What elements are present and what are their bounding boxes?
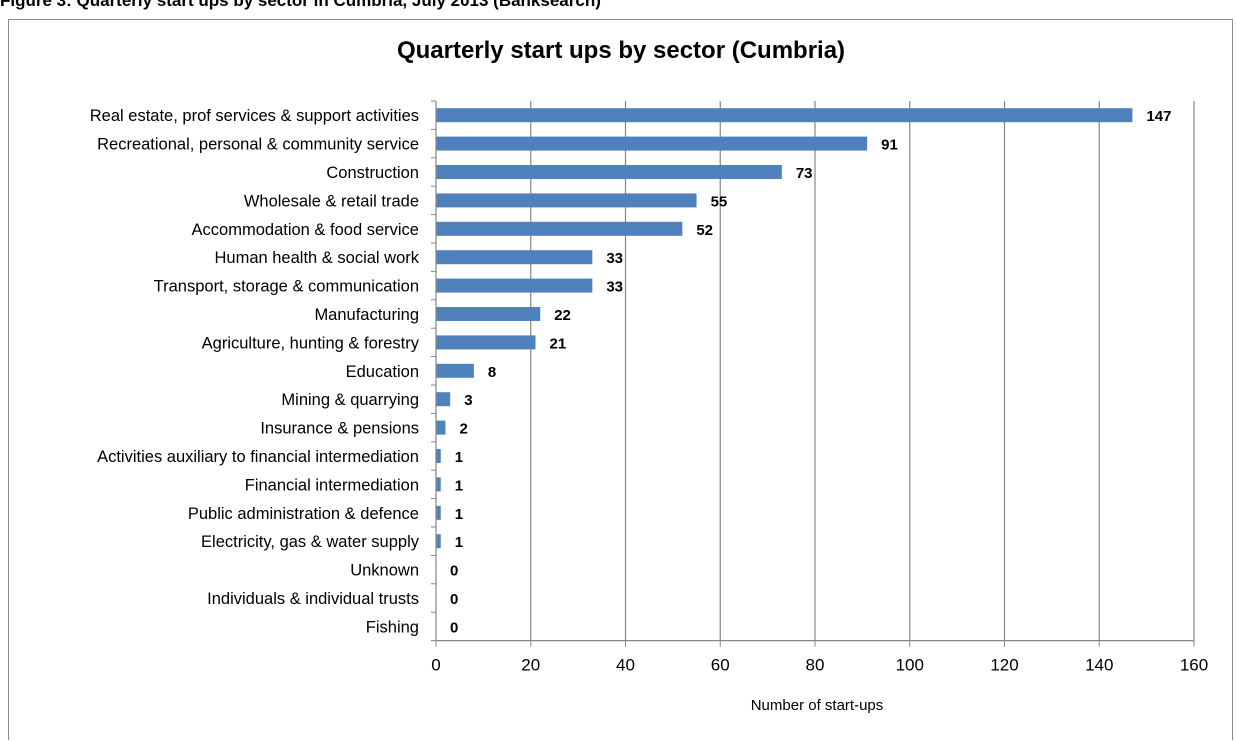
x-tick-label: 120 [990,656,1018,675]
category-label: Financial intermediation [245,476,419,494]
bar [436,165,782,179]
data-label: 33 [606,250,623,267]
category-label: Individuals & individual trusts [207,590,419,608]
category-label: Education [346,363,419,381]
axes [431,100,1195,647]
data-label: 0 [450,619,458,636]
x-tick-label: 100 [896,656,924,675]
category-label: Fishing [366,618,419,636]
bar [436,534,441,549]
data-label: 21 [549,335,566,352]
category-label: Human health & social work [214,249,419,267]
category-label: Wholesale & retail trade [244,192,419,210]
x-tick-label: 40 [616,656,635,675]
x-tick-labels: 0 20 40 60 80 100 120 140 160 [431,656,1208,675]
bar [436,250,593,265]
data-label: 1 [455,477,463,494]
x-tick-label: 140 [1085,656,1113,675]
bar [436,392,451,407]
bar [436,221,683,236]
data-label: 1 [455,449,463,466]
figure-caption: Figure 3: Quarterly start ups by sector … [0,0,601,10]
x-tick-label: 80 [806,656,825,675]
x-axis-label: Number of start-ups [751,697,884,714]
bar [436,449,441,463]
x-tick-label: 60 [711,656,730,675]
data-label: 1 [455,534,463,551]
bar [436,307,541,321]
category-label: Activities auxiliary to financial interm… [97,448,419,466]
category-label: Agriculture, hunting & forestry [202,334,420,352]
data-label: 55 [711,193,728,210]
category-label: Accommodation & food service [192,221,419,239]
category-label: Unknown [350,562,419,580]
bar [436,278,593,293]
data-label: 0 [450,591,458,608]
data-label: 33 [606,279,623,296]
category-label: Construction [326,164,419,182]
category-label: Real estate, prof services & support act… [90,107,419,125]
chart-frame: Quarterly start ups by sector (Cumbria) … [8,19,1233,740]
x-tick-label: 0 [431,656,440,675]
bar [436,193,697,208]
data-label: 52 [696,222,713,239]
data-label: 0 [450,563,458,580]
data-label: 147 [1146,108,1171,125]
data-label: 22 [554,307,571,324]
category-label: Recreational, personal & community servi… [97,136,419,154]
x-tick-label: 160 [1180,656,1208,675]
bar [436,477,441,492]
data-label: 73 [796,165,813,182]
data-label: 1 [455,506,463,523]
category-label: Manufacturing [314,306,419,324]
bar [436,505,441,520]
bar [436,335,536,350]
chart-title: Quarterly start ups by sector (Cumbria) [397,37,845,64]
data-label: 2 [459,421,467,438]
bar [436,420,446,435]
data-label: 3 [464,392,472,409]
data-label: 91 [881,137,898,154]
category-label: Transport, storage & communication [154,278,419,296]
x-tick-label: 20 [521,656,540,675]
category-labels: Real estate, prof services & support act… [90,107,420,636]
data-label: 8 [488,364,496,381]
category-label: Public administration & defence [188,505,419,523]
bar-chart: Quarterly start ups by sector (Cumbria) … [90,37,1208,714]
bar [436,363,474,378]
category-label: Insurance & pensions [260,420,419,438]
bar [436,136,868,151]
gridlines [530,101,1195,641]
bars [436,108,1133,549]
bar [436,108,1133,123]
category-label: Electricity, gas & water supply [201,533,420,551]
category-label: Mining & quarrying [281,391,419,409]
